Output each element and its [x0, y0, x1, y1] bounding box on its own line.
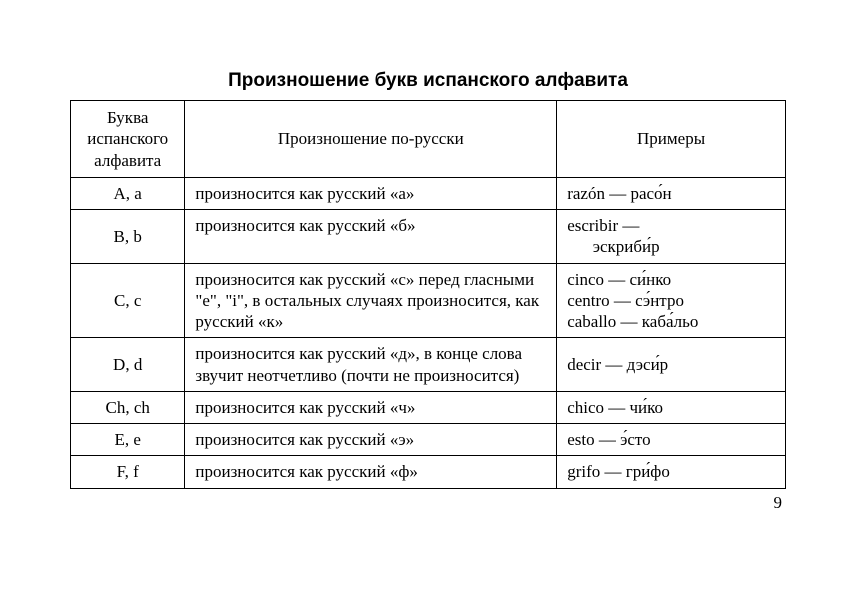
table-row: B, b произносится как русский «б» escrib… [71, 210, 786, 264]
cell-letter: B, b [71, 210, 185, 264]
page-title: Произношение букв испанского алфавита [70, 70, 786, 92]
cell-pronunciation: произносится как русский «а» [185, 177, 557, 209]
table-row: F, f произносится как русский «ф» grifo … [71, 456, 786, 488]
cell-letter: A, a [71, 177, 185, 209]
cell-examples: razón — расо́н [557, 177, 786, 209]
cell-letter: Ch, ch [71, 391, 185, 423]
example-line: centro — сэ́нтро [567, 291, 684, 310]
cell-examples: escribir — эскриби́р [557, 210, 786, 264]
table-row: D, d произносится как русский «д», в кон… [71, 338, 786, 392]
example-line: cinco — си́нко [567, 270, 671, 289]
header-pronunciation: Произношение по-русски [185, 101, 557, 178]
table-row: E, e произносится как русский «э» esto —… [71, 424, 786, 456]
cell-examples: cinco — си́нко centro — сэ́нтро caballo … [557, 263, 786, 338]
cell-letter: F, f [71, 456, 185, 488]
cell-letter: D, d [71, 338, 185, 392]
cell-letter: E, e [71, 424, 185, 456]
cell-pronunciation: произносится как русский «э» [185, 424, 557, 456]
table-row: A, a произносится как русский «а» razón … [71, 177, 786, 209]
table-row: C, c произносится как русский «с» перед … [71, 263, 786, 338]
cell-pronunciation: произносится как русский «д», в конце сл… [185, 338, 557, 392]
cell-examples: chico — чи́ко [557, 391, 786, 423]
cell-examples: decir — дэси́р [557, 338, 786, 392]
table-header-row: Буква испанского алфавита Произношение п… [71, 101, 786, 178]
example-line: caballo — каба́льо [567, 312, 698, 331]
cell-examples: grifo — гри́фо [557, 456, 786, 488]
cell-letter: C, c [71, 263, 185, 338]
cell-pronunciation: произносится как русский «б» [185, 210, 557, 264]
cell-examples: esto — э́сто [557, 424, 786, 456]
page-number: 9 [70, 489, 786, 513]
example-line: escribir — [567, 216, 639, 235]
header-letter: Буква испанского алфавита [71, 101, 185, 178]
cell-pronunciation: произносится как русский «с» перед гласн… [185, 263, 557, 338]
cell-pronunciation: произносится как русский «ч» [185, 391, 557, 423]
pronunciation-table: Буква испанского алфавита Произношение п… [70, 100, 786, 489]
example-line: эскриби́р [567, 236, 775, 257]
document-page: Произношение букв испанского алфавита Бу… [0, 0, 856, 533]
table-row: Ch, ch произносится как русский «ч» chic… [71, 391, 786, 423]
header-examples: Примеры [557, 101, 786, 178]
cell-pronunciation: произносится как русский «ф» [185, 456, 557, 488]
